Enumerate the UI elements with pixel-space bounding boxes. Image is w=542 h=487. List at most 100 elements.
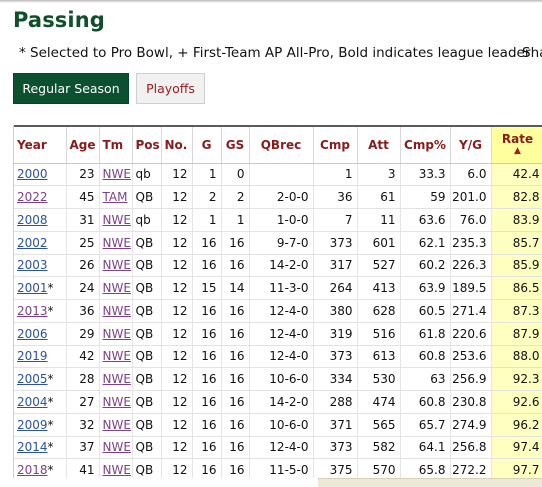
col-header-age[interactable]: Age	[66, 125, 100, 164]
cell-completion-pct: 65.7	[400, 413, 451, 437]
cell-completion-pct: 63.9	[400, 276, 451, 300]
year-link[interactable]: 2001	[17, 281, 48, 296]
cell-completion-pct: 62.1	[400, 231, 451, 255]
cell-completion-pct: 64.1	[400, 436, 451, 460]
cell-completions: 1	[313, 163, 358, 187]
cell-completion-pct: 59	[400, 185, 451, 209]
year-link[interactable]: 2013	[17, 303, 48, 318]
year-link[interactable]: 2003	[17, 258, 48, 273]
cell-qb-record: 12-4-0	[249, 345, 314, 369]
team-link[interactable]: NWE	[102, 326, 131, 341]
cell-qb-record: 12-4-0	[249, 322, 314, 346]
year-link[interactable]: 2018	[17, 463, 48, 478]
year-link[interactable]: 2022	[17, 190, 48, 205]
cell-attempts: 11	[357, 208, 401, 232]
col-header-completion-pct[interactable]: Cmp%	[400, 125, 451, 164]
cell-completion-pct: 63.6	[400, 208, 451, 232]
col-header-team[interactable]: Tm	[99, 125, 133, 164]
col-header-qb-record[interactable]: QBrec	[249, 125, 314, 164]
table-row: 2014* 37 NWE QB 12 16 16 12-4-0 373 582 64.1 256.8 9…	[14, 436, 542, 460]
team-link[interactable]: TAM	[102, 190, 128, 205]
cell-attempts: 61	[357, 185, 401, 209]
cell-games-started: 16	[221, 231, 250, 255]
year-link[interactable]: 2019	[17, 349, 48, 364]
cell-yards-per-game: 256.8	[450, 436, 492, 460]
team-link[interactable]: NWE	[102, 235, 131, 250]
col-header-position[interactable]: Pos	[132, 125, 162, 164]
team-link[interactable]: NWE	[102, 372, 131, 387]
cell-team: NWE	[99, 458, 133, 478]
team-link[interactable]: NWE	[102, 258, 131, 273]
tab-regular-season[interactable]: Regular Season	[13, 73, 129, 104]
table-row: 2000 23 NWE qb 12 1 0 1 3 33.3 6.0 42.4	[14, 163, 542, 187]
year-link[interactable]: 2006	[17, 326, 48, 341]
table-header-row: Year Age Tm Pos No. G GS QBrec Cmp Att C…	[14, 125, 542, 164]
cell-year: 2018*	[14, 458, 67, 478]
team-link[interactable]: NWE	[102, 417, 131, 432]
table-row: 2019 42 NWE QB 12 16 16 12-4-0 373 613 60.8 253.6 88…	[14, 345, 542, 369]
cell-games-started: 16	[221, 436, 250, 460]
tab-playoffs[interactable]: Playoffs	[136, 73, 205, 104]
cell-year: 2013*	[14, 299, 67, 323]
col-header-games-started[interactable]: GS	[221, 125, 250, 164]
cell-games: 16	[192, 458, 222, 478]
team-link[interactable]: NWE	[102, 394, 131, 409]
team-link[interactable]: NWE	[102, 440, 131, 455]
year-link[interactable]: 2005	[17, 372, 48, 387]
cell-attempts: 3	[357, 163, 401, 187]
col-header-rate[interactable]: Rate ▲	[491, 125, 542, 164]
col-header-attempts[interactable]: Att	[357, 125, 401, 164]
team-link[interactable]: NWE	[102, 281, 131, 296]
cell-yards-per-game: 76.0	[450, 208, 492, 232]
team-link[interactable]: NWE	[102, 463, 131, 478]
cell-number: 12	[161, 413, 193, 437]
cell-yards-per-game: 226.3	[450, 254, 492, 278]
col-header-completions[interactable]: Cmp	[313, 125, 358, 164]
year-link[interactable]: 2009	[17, 417, 48, 432]
cell-age: 32	[66, 413, 100, 437]
cell-position: QB	[132, 390, 162, 414]
col-header-yards-per-game[interactable]: Y/G	[450, 125, 492, 164]
year-link[interactable]: 2014	[17, 440, 48, 455]
cell-yards-per-game: 235.3	[450, 231, 492, 255]
cell-games: 15	[192, 276, 222, 300]
cell-number: 12	[161, 276, 193, 300]
cell-qb-record: 11-3-0	[249, 276, 314, 300]
cell-position: QB	[132, 276, 162, 300]
team-link[interactable]: NWE	[102, 212, 131, 227]
cell-rate: 92.3	[491, 367, 542, 391]
cell-games: 16	[192, 390, 222, 414]
cell-completion-pct: 61.8	[400, 322, 451, 346]
year-link[interactable]: 2004	[17, 394, 48, 409]
year-link[interactable]: 2000	[17, 167, 48, 182]
cell-year: 2000	[14, 163, 67, 187]
year-link[interactable]: 2002	[17, 235, 48, 250]
cell-games: 2	[192, 185, 222, 209]
bottom-edge-panel	[318, 478, 542, 487]
cell-position: QB	[132, 299, 162, 323]
pro-bowl-marker: *	[47, 440, 54, 455]
cell-position: QB	[132, 322, 162, 346]
team-link[interactable]: NWE	[102, 167, 131, 182]
cell-year: 2022	[14, 185, 67, 209]
col-header-year[interactable]: Year	[14, 125, 67, 164]
cell-number: 12	[161, 185, 193, 209]
cell-number: 12	[161, 345, 193, 369]
cell-age: 37	[66, 436, 100, 460]
team-link[interactable]: NWE	[102, 303, 131, 318]
cell-games: 16	[192, 436, 222, 460]
cell-position: QB	[132, 231, 162, 255]
cell-attempts: 565	[357, 413, 401, 437]
table-body: 2000 23 NWE qb 12 1 0 1 3 33.3 6.0 42.4 2022 45 TAM QB 1…	[14, 163, 542, 478]
cell-qb-record: 10-6-0	[249, 367, 314, 391]
cell-number: 12	[161, 254, 193, 278]
cell-qb-record: 11-5-0	[249, 458, 314, 478]
cell-team: NWE	[99, 276, 133, 300]
share-link-partial[interactable]: Sha	[522, 45, 542, 61]
cell-games: 1	[192, 208, 222, 232]
col-header-games[interactable]: G	[192, 125, 222, 164]
year-link[interactable]: 2008	[17, 212, 48, 227]
team-link[interactable]: NWE	[102, 349, 131, 364]
table-row: 2006 29 NWE QB 12 16 16 12-4-0 319 516 61.8 220.6 87…	[14, 322, 542, 346]
col-header-number[interactable]: No.	[161, 125, 193, 164]
